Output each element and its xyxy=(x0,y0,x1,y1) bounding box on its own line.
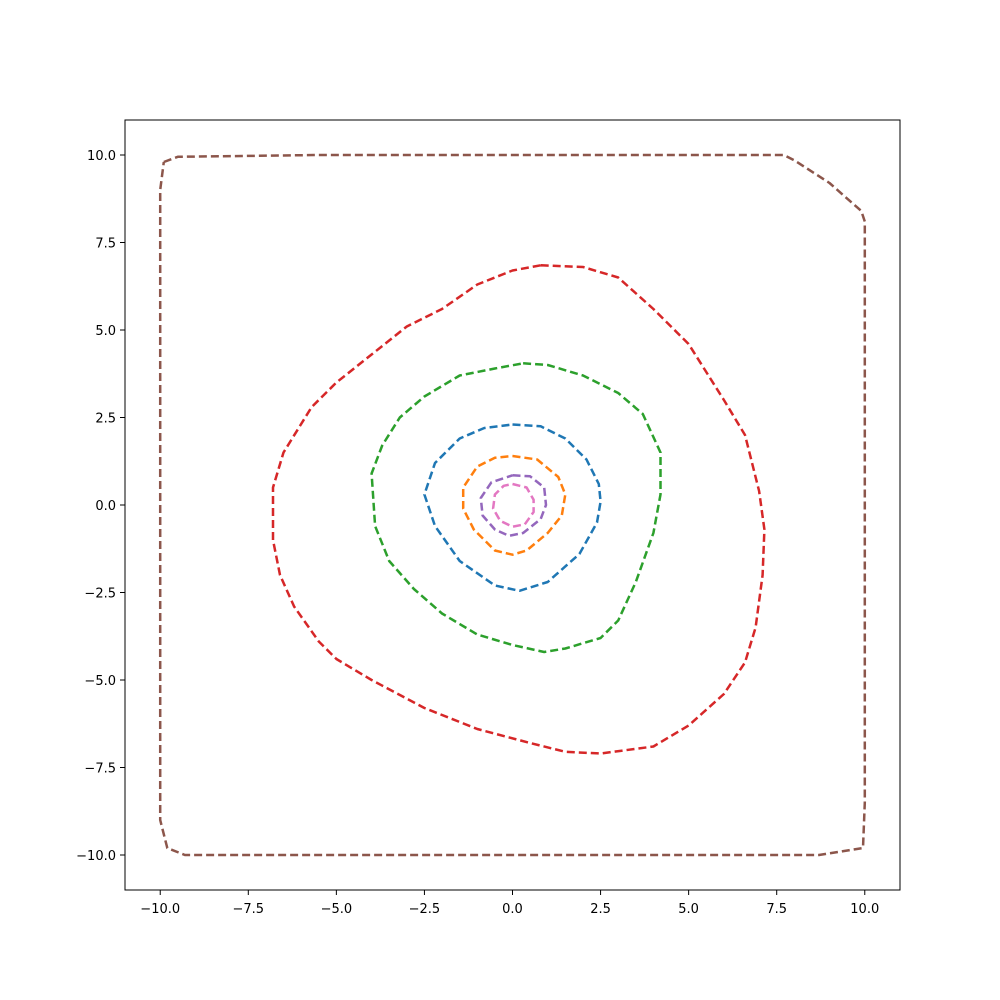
x-tick-label: −10.0 xyxy=(140,902,180,917)
y-tick-label: 5.0 xyxy=(95,324,116,339)
x-tick-label: −5.0 xyxy=(321,902,353,917)
y-tick-label: −2.5 xyxy=(84,587,116,602)
x-tick-label: 10.0 xyxy=(850,902,879,917)
y-axis: 10.0 7.5 5.0 2.5 0.0 −2.5 −5.0 −7.5 −10.0 xyxy=(76,149,125,864)
y-tick-label: −5.0 xyxy=(84,674,116,689)
x-axis: −10.0 −7.5 −5.0 −2.5 0.0 2.5 5.0 7.5 10.0 xyxy=(140,890,879,917)
y-tick-label: 7.5 xyxy=(95,237,116,252)
contour-line-7 xyxy=(491,482,535,528)
series-layer xyxy=(158,153,867,857)
contour-line-4 xyxy=(423,423,602,593)
contour-line-2 xyxy=(271,264,766,755)
x-tick-label: 5.0 xyxy=(678,902,699,917)
x-tick-label: −7.5 xyxy=(233,902,265,917)
y-tick-label: 0.0 xyxy=(95,499,116,514)
y-tick-label: 10.0 xyxy=(87,149,116,164)
y-tick-label: 2.5 xyxy=(95,412,116,427)
contour-line-6 xyxy=(479,474,548,538)
y-tick-label: −7.5 xyxy=(84,762,116,777)
x-tick-label: 2.5 xyxy=(590,902,611,917)
x-tick-label: 0.0 xyxy=(502,902,523,917)
contour-line-3 xyxy=(370,362,662,654)
contour-line-1 xyxy=(158,153,867,857)
y-tick-label: −10.0 xyxy=(76,849,116,864)
x-tick-label: −2.5 xyxy=(409,902,441,917)
x-tick-label: 7.5 xyxy=(766,902,787,917)
contour-line-5 xyxy=(461,454,567,556)
